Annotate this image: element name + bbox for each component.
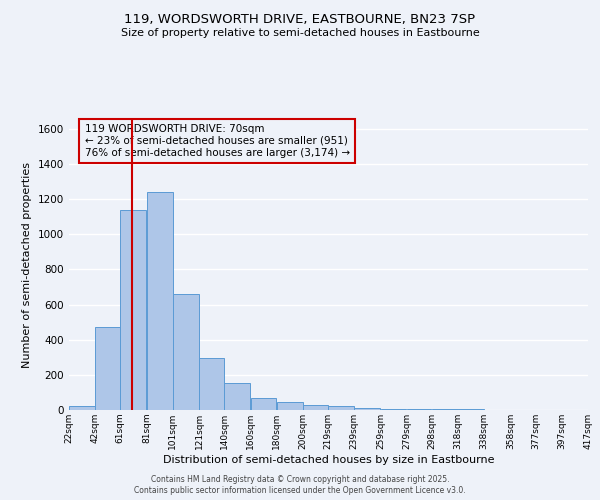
Text: 119, WORDSWORTH DRIVE, EASTBOURNE, BN23 7SP: 119, WORDSWORTH DRIVE, EASTBOURNE, BN23 … (124, 12, 476, 26)
Bar (95, 328, 120, 410)
Bar (328, 406, 354, 410)
Bar (251, 398, 277, 410)
Text: Contains HM Land Registry data © Crown copyright and database right 2025.: Contains HM Land Registry data © Crown c… (151, 475, 449, 484)
Bar (147, 192, 173, 410)
Bar (303, 404, 328, 410)
Text: Size of property relative to semi-detached houses in Eastbourne: Size of property relative to semi-detach… (121, 28, 479, 38)
Bar (173, 294, 199, 410)
Text: Contains public sector information licensed under the Open Government Licence v3: Contains public sector information licen… (134, 486, 466, 495)
Bar (407, 409, 431, 410)
Bar (121, 210, 146, 410)
Bar (432, 409, 458, 410)
Bar (224, 383, 250, 410)
Y-axis label: Number of semi-detached properties: Number of semi-detached properties (22, 162, 32, 368)
Bar (458, 409, 484, 410)
Text: 119 WORDSWORTH DRIVE: 70sqm
← 23% of semi-detached houses are smaller (951)
76% : 119 WORDSWORTH DRIVE: 70sqm ← 23% of sem… (85, 124, 350, 158)
Bar (277, 402, 302, 410)
Bar (69, 406, 95, 410)
Bar (380, 409, 406, 410)
Bar (199, 358, 224, 410)
Bar (355, 408, 380, 410)
X-axis label: Distribution of semi-detached houses by size in Eastbourne: Distribution of semi-detached houses by … (163, 454, 494, 464)
